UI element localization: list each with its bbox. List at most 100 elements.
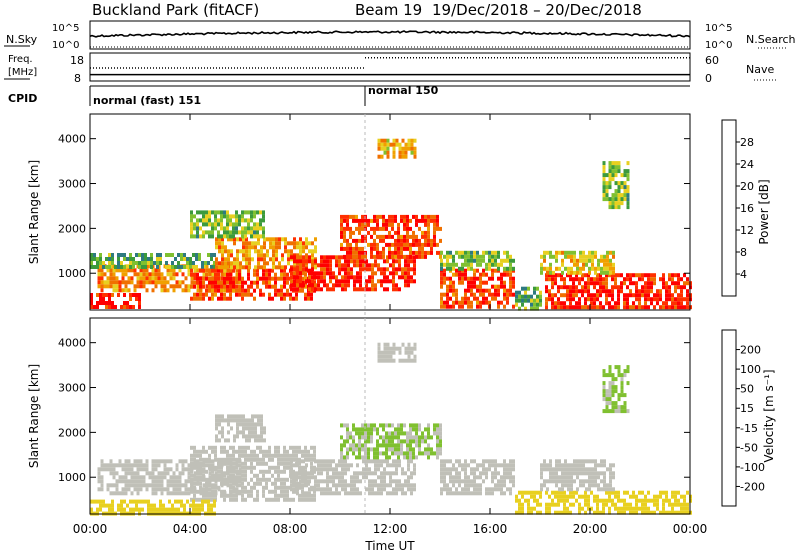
heatmap-cell xyxy=(385,431,388,436)
heatmap-cell xyxy=(244,230,247,235)
freq-label-1: Freq. xyxy=(8,54,33,65)
heatmap-cell xyxy=(404,479,407,484)
heatmap-cell xyxy=(557,297,560,302)
heatmap-cell xyxy=(256,489,259,494)
heatmap-cell xyxy=(436,451,439,456)
heatmap-cell xyxy=(127,479,131,484)
heatmap-cell xyxy=(382,218,385,223)
heatmap-cell xyxy=(299,241,302,246)
heatmap-cell xyxy=(427,443,430,448)
heatmap-cell xyxy=(193,493,196,498)
heatmap-cell xyxy=(117,265,120,269)
nave-tick-bottom: 0 xyxy=(705,72,712,85)
heatmap-cell xyxy=(608,301,611,306)
heatmap-cell xyxy=(178,459,182,464)
heatmap-cell xyxy=(620,498,623,503)
heatmap-cell xyxy=(584,301,587,306)
heatmap-cell xyxy=(380,491,383,496)
heatmap-cell xyxy=(126,305,129,309)
heatmap-cell xyxy=(551,498,554,503)
heatmap-cell xyxy=(356,275,359,280)
heatmap-cell xyxy=(569,277,572,282)
heatmap-cell xyxy=(305,463,308,468)
heatmap-cell xyxy=(440,250,443,255)
heatmap-cell xyxy=(662,510,665,515)
heatmap-cell xyxy=(241,214,244,219)
heatmap-cell xyxy=(286,493,289,498)
heatmap-cell xyxy=(247,222,250,227)
heatmap-cell xyxy=(680,289,683,294)
heatmap-cell xyxy=(226,453,229,458)
heatmap-cell xyxy=(199,292,202,297)
heatmap-cell xyxy=(593,305,596,310)
heatmap-cell xyxy=(367,435,370,440)
heatmap-cell xyxy=(543,483,546,488)
heatmap-cell xyxy=(307,493,310,498)
heatmap-cell xyxy=(376,242,379,247)
heatmap-cell xyxy=(263,265,266,270)
heatmap-cell xyxy=(202,467,206,472)
heatmap-cell xyxy=(262,280,265,285)
heatmap-cell xyxy=(611,201,615,206)
heatmap-cell xyxy=(145,471,149,476)
heatmap-cell xyxy=(178,284,182,289)
heatmap-cell xyxy=(356,259,359,264)
heatmap-cell xyxy=(549,471,552,476)
heatmap-cell xyxy=(218,261,221,266)
heatmap-cell xyxy=(226,218,229,223)
heatmap-cell xyxy=(578,301,581,306)
heatmap-cell xyxy=(332,491,335,496)
heatmap-cell xyxy=(476,276,479,281)
heatmap-cell xyxy=(112,272,116,277)
heatmap-cell xyxy=(320,263,323,268)
heatmap-cell xyxy=(259,234,262,239)
heatmap-cell xyxy=(606,254,609,259)
heatmap-cell xyxy=(263,237,266,242)
heatmap-cell xyxy=(338,459,341,464)
heatmap-cell xyxy=(90,297,93,301)
heatmap-cell xyxy=(593,281,596,286)
heatmap-cell xyxy=(458,479,461,484)
heatmap-cell xyxy=(180,499,183,504)
heatmap-cell xyxy=(485,296,488,301)
heatmap-cell xyxy=(605,502,608,507)
heatmap-cell xyxy=(582,459,585,464)
heatmap-cell xyxy=(418,226,421,231)
heatmap-cell xyxy=(313,453,316,458)
heatmap-cell xyxy=(251,241,254,246)
heatmap-cell xyxy=(385,242,388,247)
heatmap-cell xyxy=(232,453,235,458)
heatmap-cell xyxy=(268,449,271,454)
heatmap-cell xyxy=(290,287,293,292)
heatmap-cell xyxy=(665,490,668,495)
heatmap-cell xyxy=(413,483,416,488)
heatmap-cell xyxy=(491,254,494,259)
heatmap-cell xyxy=(555,463,558,468)
heatmap-cell xyxy=(359,259,362,264)
heatmap-cell xyxy=(584,285,587,290)
heatmap-cell xyxy=(543,266,546,271)
heatmap-cell xyxy=(250,485,253,490)
heatmap-cell xyxy=(290,283,293,288)
heatmap-cell xyxy=(314,475,317,480)
heatmap-cell xyxy=(256,284,259,289)
heatmap-cell xyxy=(281,253,284,258)
heatmap-cell xyxy=(253,288,256,293)
heatmap-cell xyxy=(358,250,361,255)
heatmap-cell xyxy=(341,467,344,472)
heatmap-cell xyxy=(506,254,509,259)
heatmap-cell xyxy=(600,487,603,492)
heatmap-cell xyxy=(494,262,497,267)
heatmap-cell xyxy=(394,214,397,219)
heatmap-cell xyxy=(614,277,617,282)
heatmap-cell xyxy=(623,301,626,306)
heatmap-cell xyxy=(208,222,211,227)
heatmap-cell xyxy=(413,138,417,143)
y-tick-label: 1000 xyxy=(58,471,86,484)
heatmap-cell xyxy=(208,276,211,281)
heatmap-cell xyxy=(148,276,152,281)
heatmap-cell xyxy=(611,385,615,390)
heatmap-cell xyxy=(271,473,274,478)
heatmap-cell xyxy=(617,490,620,495)
heatmap-cell xyxy=(400,254,403,259)
